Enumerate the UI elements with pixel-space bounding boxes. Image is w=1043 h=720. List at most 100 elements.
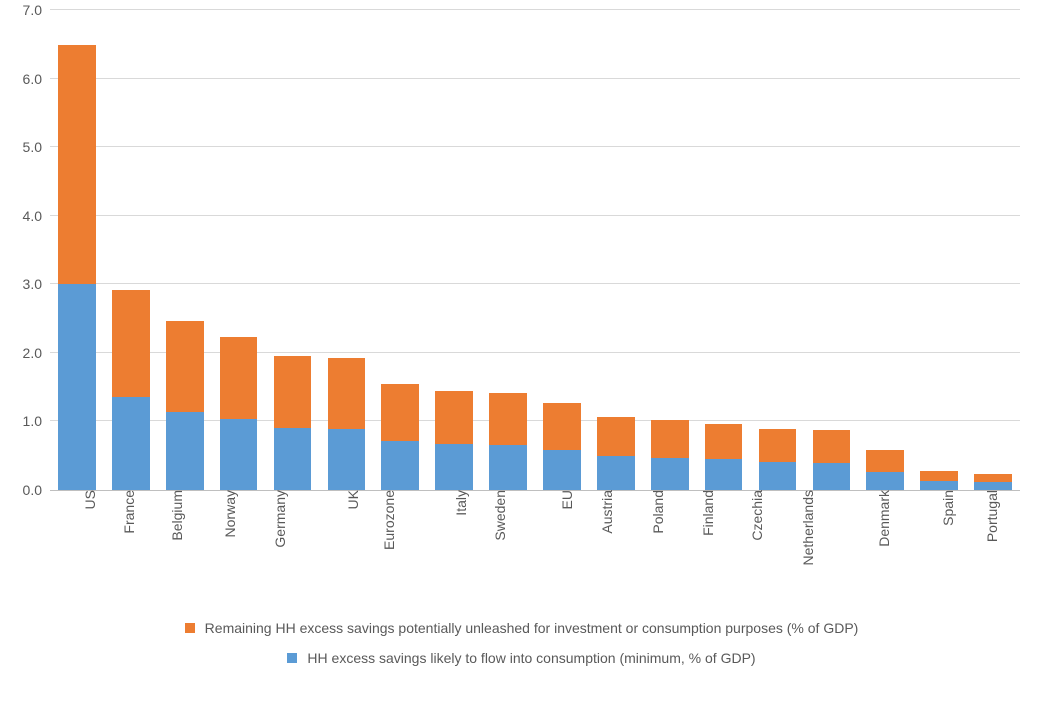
bar-slot — [212, 10, 266, 490]
x-label-slot: Finland — [681, 490, 732, 512]
bar-segment-remaining — [705, 424, 743, 460]
bar-segment-remaining — [112, 290, 150, 397]
stacked-bar — [651, 420, 689, 490]
x-label-slot: Poland — [630, 490, 681, 512]
category-label: Netherlands — [794, 490, 816, 566]
stacked-bar — [705, 424, 743, 491]
x-label-slot: EU — [527, 490, 578, 512]
bar-slot — [804, 10, 858, 490]
bar-segment-consumption — [166, 412, 204, 490]
category-label: Denmark — [870, 490, 892, 547]
category-label: Portugal — [978, 490, 1000, 542]
y-tick-label: 7.0 — [23, 2, 42, 18]
bar-segment-consumption — [920, 481, 958, 490]
stacked-bar — [866, 450, 904, 490]
y-tick-label: 4.0 — [23, 208, 42, 224]
bar-slot — [912, 10, 966, 490]
category-label: EU — [553, 490, 575, 509]
stacked-bar — [328, 358, 366, 490]
bar-segment-consumption — [381, 441, 419, 490]
x-label-slot: Norway — [204, 490, 255, 512]
category-label: Norway — [216, 490, 238, 537]
x-label-slot: Eurozone — [365, 490, 425, 512]
bar-segment-remaining — [274, 356, 312, 429]
bar-slot — [858, 10, 912, 490]
y-tick-label: 5.0 — [23, 139, 42, 155]
y-tick-label: 3.0 — [23, 276, 42, 292]
x-label-slot: Sweden — [476, 490, 527, 512]
bar-segment-consumption — [220, 419, 258, 490]
bar-segment-consumption — [543, 450, 581, 490]
category-label: Poland — [644, 490, 666, 534]
x-label-slot: Spain — [917, 490, 968, 512]
x-label-slot: France — [101, 490, 152, 512]
stacked-bar — [489, 393, 527, 490]
category-label: Italy — [447, 490, 469, 516]
x-label-slot: UK — [313, 490, 364, 512]
x-label-slot: Austria — [579, 490, 630, 512]
legend: Remaining HH excess savings potentially … — [0, 620, 1043, 666]
legend-swatch — [287, 653, 297, 663]
category-label: Belgium — [163, 490, 185, 541]
plot-area: 0.01.02.03.04.05.06.07.0 — [50, 10, 1020, 491]
category-label: Czechia — [743, 490, 765, 541]
y-tick-label: 0.0 — [23, 482, 42, 498]
bar-slot — [589, 10, 643, 490]
bar-segment-consumption — [759, 462, 797, 490]
bar-segment-remaining — [58, 45, 96, 284]
bar-slot — [50, 10, 104, 490]
bar-slot — [535, 10, 589, 490]
bar-segment-remaining — [489, 393, 527, 445]
bar-segment-remaining — [328, 358, 366, 429]
x-label-slot: Netherlands — [784, 490, 860, 512]
legend-item-consumption: HH excess savings likely to flow into co… — [287, 650, 755, 666]
bar-slot — [481, 10, 535, 490]
legend-swatch — [185, 623, 195, 633]
bar-segment-remaining — [166, 321, 204, 412]
x-label-slot: Italy — [424, 490, 475, 512]
bar-segment-remaining — [974, 474, 1012, 482]
stacked-bar — [759, 429, 797, 490]
bar-segment-remaining — [920, 471, 958, 481]
category-label: US — [76, 490, 98, 509]
bar-slot — [643, 10, 697, 490]
stacked-bar — [381, 384, 419, 490]
y-tick-label: 6.0 — [23, 71, 42, 87]
legend-item-remaining: Remaining HH excess savings potentially … — [185, 620, 859, 636]
bar-segment-remaining — [435, 391, 473, 444]
stacked-bar — [813, 430, 851, 490]
stacked-bar — [597, 417, 635, 490]
bar-slot — [697, 10, 751, 490]
bar-slot — [319, 10, 373, 490]
bar-slot — [104, 10, 158, 490]
stacked-bar — [274, 356, 312, 490]
bar-segment-consumption — [489, 445, 527, 490]
stacked-bar — [435, 391, 473, 490]
bar-segment-consumption — [705, 459, 743, 490]
bar-segment-remaining — [813, 430, 851, 462]
stacked-bar — [543, 403, 581, 490]
stacked-bar — [920, 471, 958, 490]
category-label: France — [115, 490, 137, 534]
bar-segment-consumption — [435, 444, 473, 490]
savings-stacked-bar-chart: 0.01.02.03.04.05.06.07.0 USFranceBelgium… — [0, 0, 1043, 720]
bar-segment-remaining — [866, 450, 904, 471]
x-label-slot: Portugal — [968, 490, 1020, 512]
x-label-slot: Belgium — [153, 490, 204, 512]
bar-segment-consumption — [813, 463, 851, 490]
bar-slot — [373, 10, 427, 490]
bar-segment-consumption — [328, 429, 366, 490]
stacked-bar — [974, 474, 1012, 490]
bar-segment-remaining — [597, 417, 635, 456]
x-label-slot: Czechia — [733, 490, 784, 512]
category-label: Eurozone — [375, 490, 397, 550]
x-label-slot: Germany — [256, 490, 314, 512]
x-axis-labels: USFranceBelgiumNorwayGermanyUKEurozoneIt… — [50, 490, 1020, 512]
category-label: Sweden — [486, 490, 508, 541]
x-label-slot: Denmark — [860, 490, 917, 512]
bar-slot — [427, 10, 481, 490]
y-tick-label: 1.0 — [23, 413, 42, 429]
stacked-bar — [112, 290, 150, 490]
y-tick-label: 2.0 — [23, 345, 42, 361]
category-label: Germany — [266, 490, 288, 548]
